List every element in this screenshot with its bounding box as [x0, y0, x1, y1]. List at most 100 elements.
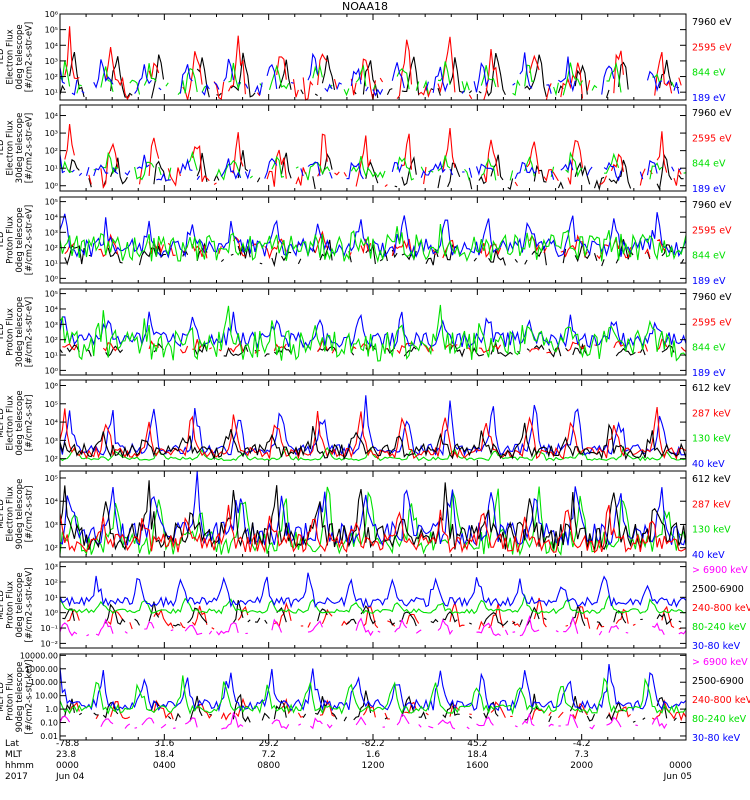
y-tick-label: 10⁵ [45, 400, 58, 409]
y-axis-label: MEPED Electron Flux 90deg telescope [#/cm2-… [0, 479, 34, 550]
x-tick-label: 0000 [56, 761, 79, 771]
x-tick-label: 29.2 [259, 739, 279, 749]
y-tick-label: 10⁶ [45, 381, 58, 390]
legend-entry: 130 keV [692, 525, 731, 536]
panel-1: 10¹ 10² 10³ 10⁴ 10⁵ 10⁶ TED Electron Flux 0deg t… [0, 10, 732, 104]
y-axis-label-line: TED [0, 323, 6, 342]
y-tick-label: 10² [45, 544, 58, 553]
legend-entry: 287 keV [692, 499, 731, 510]
legend-entry: 612 keV [692, 383, 731, 394]
y-axis-label-line: MEPED [0, 408, 6, 438]
legend-entry: 130 keV [692, 434, 731, 445]
series-line-green [59, 593, 687, 615]
y-tick-label: 10⁻² [40, 639, 58, 648]
legend-entry: 30-80 keV [692, 733, 741, 744]
x-tick-label: 1.6 [366, 750, 381, 760]
legend: 7960 eV 2595 eV 844 eV 189 eV [692, 200, 732, 287]
legend-entry: 287 keV [692, 408, 731, 419]
y-tick-label: 10.00 [35, 692, 58, 701]
y-tick-label: 10³ [45, 57, 58, 66]
y-axis-label-line: 90deg telescope [15, 479, 25, 550]
y-axis-label: MEPED Electron Flux 0deg telescope [#/cm2-s… [0, 390, 34, 455]
y-tick-label: 10⁰ [45, 609, 58, 618]
legend-entry: 189 eV [692, 276, 726, 287]
y-tick-label: 10¹ [45, 593, 58, 602]
y-tick-label: 10000.00 [20, 651, 58, 660]
y-tick-label: 0.10 [40, 719, 58, 728]
y-axis-label: TED Electron Flux 30deg telescope [#/cm2-s-… [0, 113, 34, 184]
legend-entry: 40 keV [692, 459, 725, 470]
y-tick-label: 100.00 [30, 678, 58, 687]
legend-entry: 7960 eV [692, 108, 732, 119]
x-tick-label: 2000 [570, 761, 593, 771]
y-axis-label: MEPED Proton Flux 90deg telescope [#/cm2-s-… [0, 660, 34, 735]
legend: > 6900 keV 2500-6900 240-800 keV 80-240 keV… [692, 657, 750, 744]
y-axis-label-line: 30deg telescope [15, 113, 25, 184]
y-axis-label-line: MEPED [0, 499, 6, 529]
series-line-blue [59, 311, 687, 349]
x-row-label: Lat [5, 739, 20, 749]
legend: 7960 eV 2595 eV 844 eV 189 eV [692, 17, 732, 104]
y-axis-label-line: [#/cm2-s-str-eV] [24, 113, 34, 183]
legend-entry: 844 eV [692, 343, 726, 354]
series-line-green [59, 304, 687, 362]
y-tick-label: 10⁴ [45, 418, 58, 427]
y-axis-label: MEPED Proton Flux 0deg telescope [#/cm2-s-s… [0, 568, 34, 643]
y-tick-label: 10³ [45, 129, 58, 138]
y-tick-label: 10² [45, 147, 58, 156]
y-axis-label-line: [#/cm2-s-str-eV] [24, 297, 34, 367]
y-tick-label: 10³ [45, 563, 58, 572]
y-axis-label-line: 0deg telescope [15, 24, 25, 89]
x-tick-label: 23.8 [56, 750, 76, 760]
legend-entry: 7960 eV [692, 200, 732, 211]
y-tick-label: 10⁰ [45, 182, 58, 191]
y-axis-label-line: [#/cm2-s-str-eV] [24, 205, 34, 275]
x-row-label: 2017 [5, 772, 28, 782]
y-axis-label-line: 0deg telescope [15, 207, 25, 272]
legend-entry: 844 eV [692, 251, 726, 262]
y-tick-label: 10⁻¹ [40, 624, 58, 633]
legend-entry: 189 eV [692, 93, 726, 104]
y-axis-label-line: TED [0, 48, 6, 67]
x-tick-label: 31.6 [154, 739, 174, 749]
y-axis-label-line: 0deg telescope [15, 390, 25, 455]
y-tick-label: 10² [45, 455, 58, 464]
y-axis-label-line: [#/cm2-s-str] [24, 395, 34, 452]
y-tick-label: 10⁰ [45, 366, 58, 375]
legend-entry: 2595 eV [692, 317, 732, 328]
y-axis-label-line: Electron Flux [5, 395, 15, 450]
y-axis-label-line: TED [0, 231, 6, 250]
legend-entry: 7960 eV [692, 292, 732, 303]
series-line-blue [59, 52, 680, 97]
panel-5: 10² 10³ 10⁴ 10⁵ 10⁶ MEPED Electron Flux 0deg te… [0, 379, 731, 470]
y-tick-label: 10¹ [45, 164, 58, 173]
legend-entry: 2595 eV [692, 133, 732, 144]
legend-entry: 844 eV [692, 68, 726, 79]
y-axis-label-line: Proton Flux [5, 673, 15, 721]
y-tick-label: 10² [45, 336, 58, 345]
y-tick-label: 10³ [45, 436, 58, 445]
y-tick-label: 10⁴ [45, 497, 58, 506]
y-tick-label: 10⁵ [45, 198, 58, 207]
series-line-black [59, 51, 679, 99]
x-tick-label: 7.3 [575, 750, 589, 760]
y-axis-label-line: Proton Flux [5, 581, 15, 629]
y-tick-label: 10⁵ [45, 26, 58, 35]
y-tick-label: 10⁰ [45, 274, 58, 283]
legend-entry: 80-240 keV [692, 622, 747, 633]
y-axis-label-line: 90deg telescope [15, 662, 25, 733]
x-tick-label: -4.2 [573, 739, 591, 749]
panel-8: 0.010.101.010.00100.001000.0010000.00MEP… [0, 651, 750, 744]
y-axis-label: TED Electron Flux 0deg telescope [#/cm2-s-s… [0, 22, 34, 92]
series-line-blue [59, 572, 687, 609]
legend-entry: 844 eV [692, 159, 726, 170]
y-axis-label: TED Proton Flux 0deg telescope [#/cm2-s-str… [0, 205, 34, 275]
y-tick-label: 10⁵ [45, 290, 58, 299]
x-tick-label: 18.4 [467, 750, 487, 760]
y-tick-label: 10³ [45, 520, 58, 529]
y-tick-label: 10¹ [45, 259, 58, 268]
x-tick-label: Jun 05 [663, 772, 692, 782]
series-line-black [59, 422, 687, 461]
